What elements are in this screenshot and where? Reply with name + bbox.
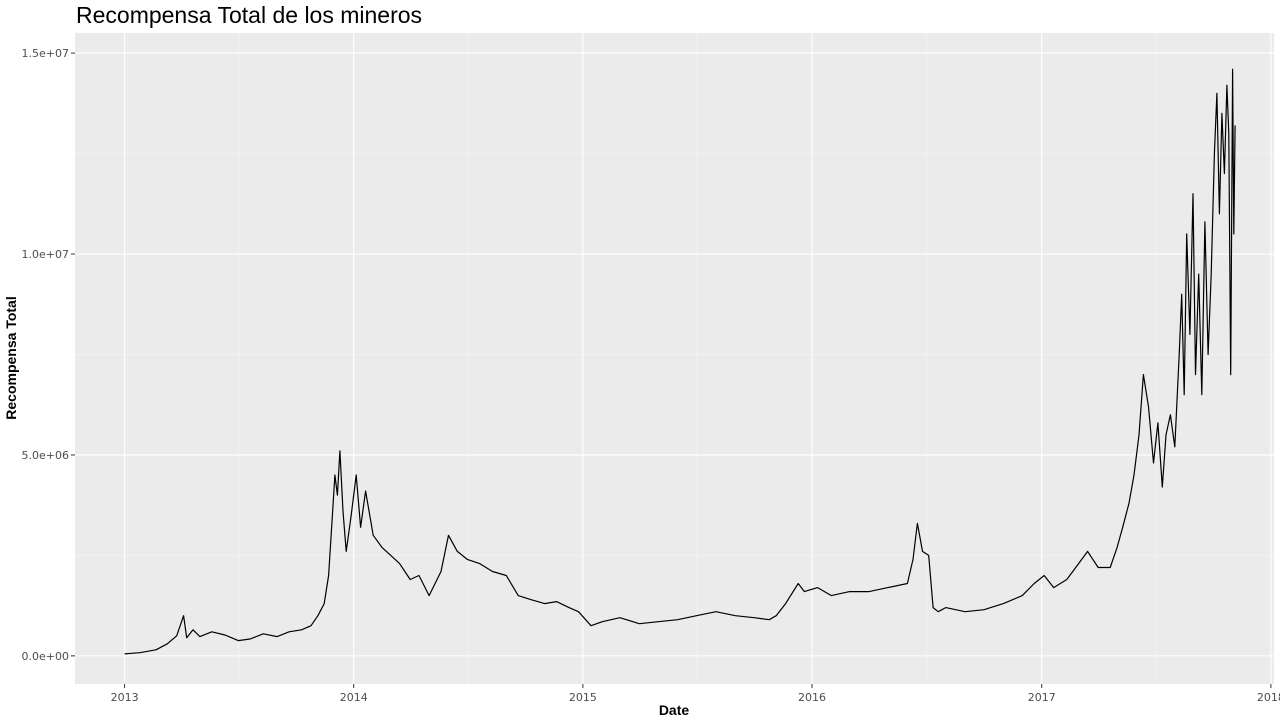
x-tick-label: 2014 [340, 691, 368, 704]
x-axis: 2013 2014 2015 2016 2017 2018 [111, 684, 1280, 704]
y-tick-label: 1.5e+07 [22, 47, 69, 60]
y-tick-label: 5.0e+06 [22, 449, 69, 462]
y-tick-label: 0.0e+00 [22, 650, 69, 663]
x-tick-label: 2017 [1028, 691, 1056, 704]
chart-title: Recompensa Total de los mineros [76, 2, 422, 28]
x-tick-label: 2013 [111, 691, 139, 704]
plot-panel [75, 33, 1274, 684]
minor-gridlines [75, 33, 1274, 684]
y-axis-title: Recompensa Total [3, 296, 19, 419]
y-tick-label: 1.0e+07 [22, 248, 69, 261]
major-gridlines [75, 33, 1274, 684]
x-tick-label: 2015 [569, 691, 597, 704]
x-tick-label: 2018 [1257, 691, 1280, 704]
x-axis-title: Date [659, 702, 690, 718]
y-axis: 0.0e+00 5.0e+06 1.0e+07 1.5e+07 [22, 47, 75, 663]
series-line [124, 68, 1236, 655]
x-tick-label: 2016 [798, 691, 826, 704]
